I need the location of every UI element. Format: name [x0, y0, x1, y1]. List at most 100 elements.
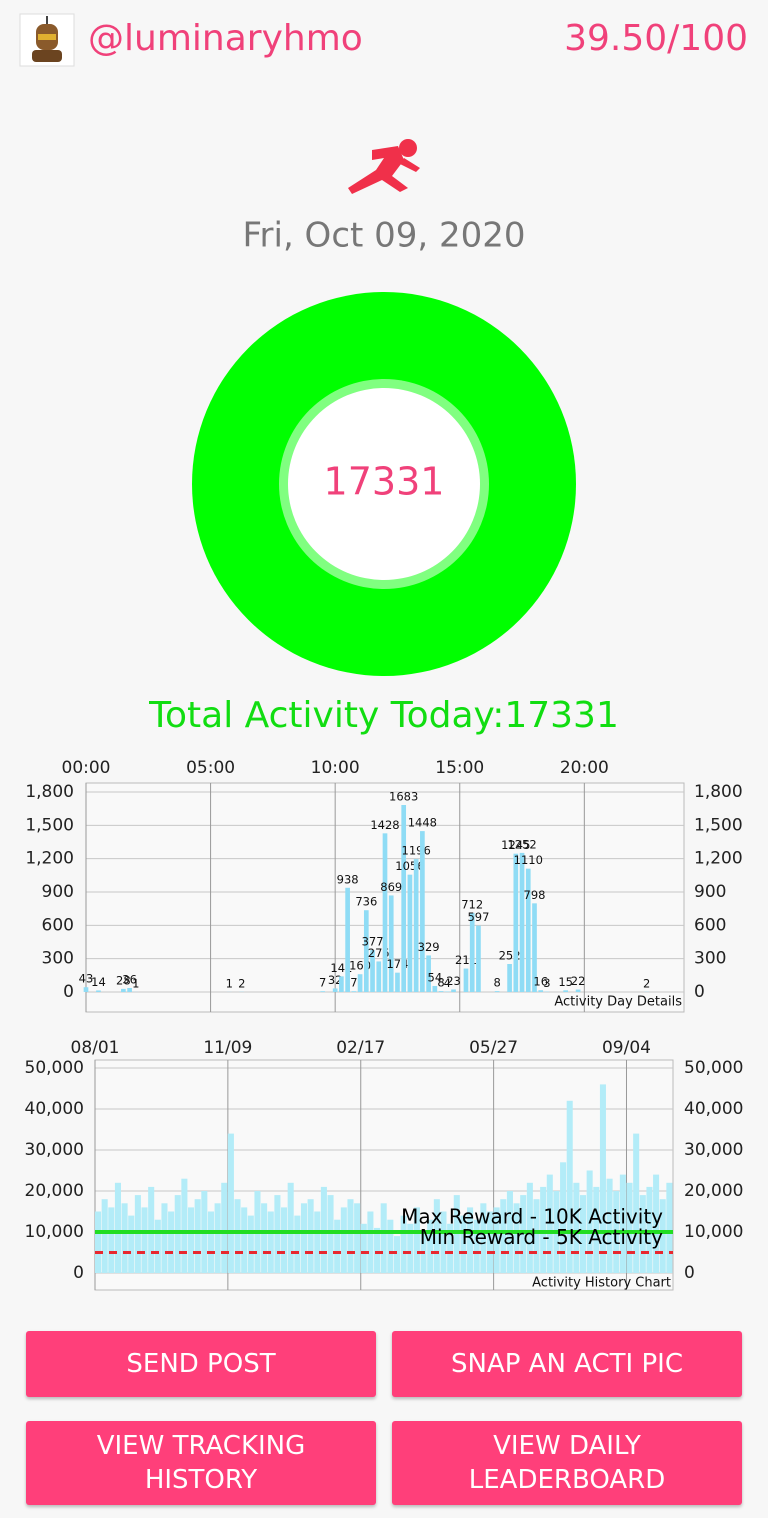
y-tick-label: 1,800 [25, 782, 74, 802]
y-tick-label: 30,000 [25, 1140, 84, 1160]
snap-pic-button[interactable]: SNAP AN ACTI PIC [392, 1331, 742, 1397]
y-tick-label: 0 [73, 1263, 84, 1283]
bar [626, 1182, 633, 1273]
username: @luminaryhmo [88, 18, 363, 59]
x-tick-label: 15:00 [435, 758, 484, 778]
progress-ring [192, 292, 576, 676]
value-label: 1683 [389, 790, 418, 804]
value-label: 8 [493, 976, 500, 990]
bar [221, 1182, 228, 1273]
bar [214, 1203, 221, 1273]
bar [281, 1207, 288, 1273]
bar [274, 1195, 281, 1273]
y2-tick-label: 20,000 [684, 1181, 743, 1201]
x-tick-label: 09/04 [602, 1038, 651, 1058]
bar [646, 1186, 653, 1273]
bar [639, 1195, 646, 1273]
total-activity: Total Activity Today:17331 [148, 695, 619, 736]
bar [101, 1199, 108, 1273]
y2-tick-label: 900 [694, 882, 726, 902]
bar [357, 974, 363, 992]
bar [388, 895, 394, 992]
bar [519, 852, 525, 992]
bar [370, 950, 375, 992]
value-label: 8 [437, 976, 444, 990]
y2-tick-label: 10,000 [684, 1222, 743, 1242]
bar [327, 1195, 334, 1273]
bar [433, 1199, 440, 1273]
bar [134, 1195, 141, 1273]
value-label: 1110 [514, 853, 543, 867]
bar [526, 1182, 533, 1273]
bar [154, 1219, 161, 1273]
bar [413, 859, 419, 992]
bar [400, 1215, 407, 1273]
bar [241, 1207, 248, 1273]
bar [320, 991, 326, 992]
bar [560, 1162, 567, 1273]
value-label: 1196 [402, 844, 431, 858]
y-tick-label: 600 [42, 915, 74, 935]
leaderboard-button[interactable]: VIEW DAILY LEADERBOARD [392, 1421, 742, 1505]
bar [334, 1219, 341, 1273]
send-post-button[interactable]: SEND POST [26, 1331, 376, 1397]
runner-icon [348, 139, 420, 194]
bar [247, 1215, 254, 1273]
bar [181, 1178, 188, 1273]
bar [659, 1199, 666, 1273]
bar [525, 868, 531, 992]
value-label: 1245 [501, 838, 530, 852]
bar [395, 972, 400, 992]
bar [538, 990, 544, 992]
x-tick-label: 05:00 [186, 758, 235, 778]
value-label: 16 [533, 975, 548, 989]
bar [451, 989, 456, 992]
bar [633, 1133, 640, 1273]
value-label: 23 [446, 974, 461, 988]
bar [593, 1186, 600, 1273]
bar [586, 1170, 593, 1273]
bar [320, 1186, 327, 1273]
tracking-history-button[interactable]: VIEW TRACKING HISTORY [26, 1421, 376, 1505]
x-tick-label: 20:00 [560, 758, 609, 778]
y2-tick-label: 1,500 [694, 815, 743, 835]
bar [513, 1203, 520, 1273]
bar [619, 1174, 626, 1273]
bar [401, 805, 407, 992]
bar [354, 1203, 361, 1273]
x-tick-label: 05/27 [469, 1038, 518, 1058]
bar [174, 1195, 181, 1273]
chart-caption: Activity History Chart [532, 1276, 671, 1291]
y2-tick-label: 1,200 [694, 849, 743, 869]
bar [287, 1182, 294, 1273]
y2-tick-label: 600 [694, 915, 726, 935]
value-label: 36 [122, 973, 137, 987]
bar [460, 1215, 467, 1273]
bar [96, 990, 101, 992]
bar [127, 988, 132, 992]
bar [573, 1182, 580, 1273]
value-label: 43 [79, 972, 94, 986]
value-label: 329 [418, 940, 440, 954]
value-label: 938 [337, 872, 359, 886]
value-label: 14 [91, 975, 106, 989]
bar [447, 1223, 454, 1273]
y2-tick-label: 0 [694, 982, 705, 1002]
y-tick-label: 900 [42, 882, 74, 902]
bar [513, 853, 519, 992]
bar [540, 1186, 547, 1273]
bar [440, 1211, 447, 1273]
y2-tick-label: 30,000 [684, 1140, 743, 1160]
bar [168, 1211, 175, 1273]
bar [520, 1195, 527, 1273]
bar [579, 1195, 587, 1273]
bar [261, 1203, 268, 1273]
bar [234, 1199, 241, 1273]
bar [340, 1207, 347, 1273]
value-label: 1 [132, 976, 139, 990]
x-tick-label: 11/09 [203, 1038, 252, 1058]
bar [108, 1207, 115, 1273]
value-label: 15 [558, 975, 573, 989]
bar [141, 1207, 148, 1273]
